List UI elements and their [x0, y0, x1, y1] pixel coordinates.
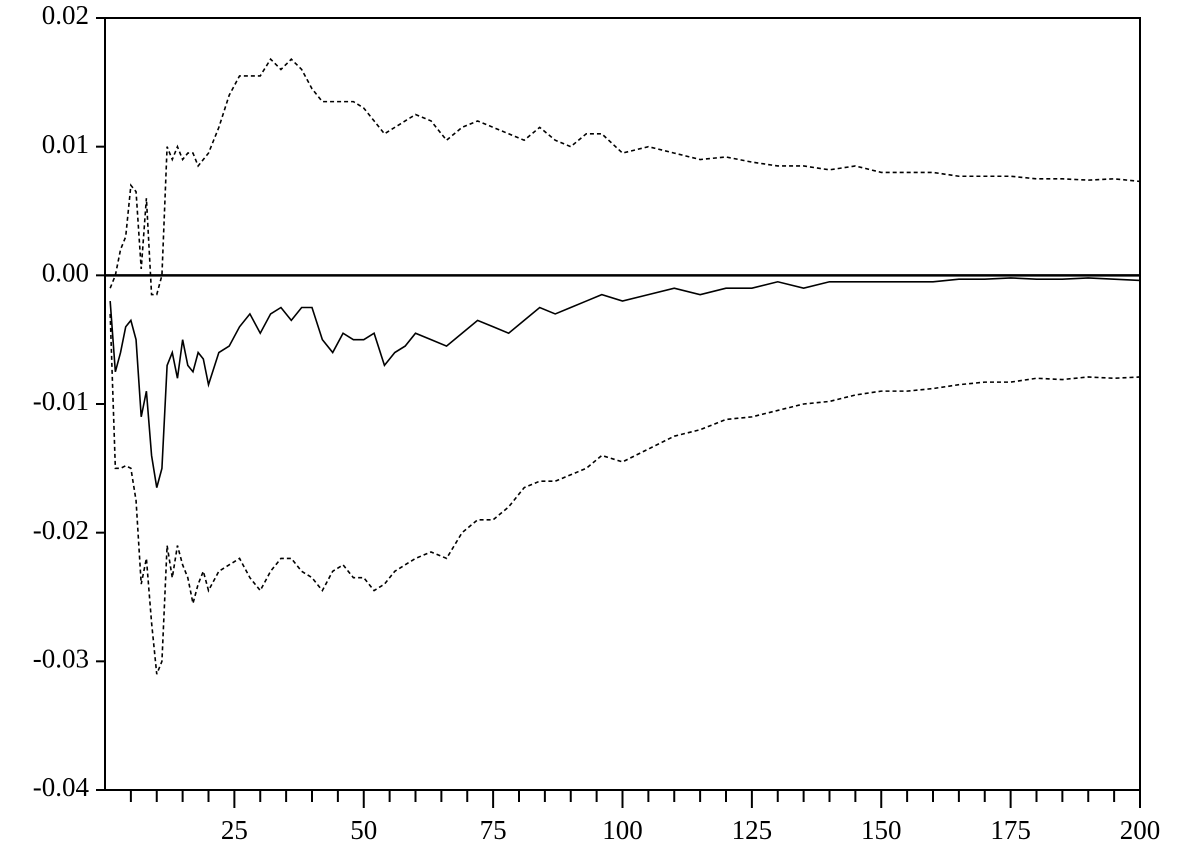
y-tick-label: -0.04 [33, 772, 90, 802]
band-line [109, 57, 1141, 296]
x-tick-label: 150 [861, 815, 902, 845]
y-tick-label: 0.00 [42, 258, 89, 288]
y-tick-label: -0.02 [33, 515, 89, 545]
estimate-line [109, 277, 1141, 488]
x-tick-label: 50 [350, 815, 377, 845]
x-tick-label: 175 [990, 815, 1031, 845]
x-tick-label: 100 [602, 815, 643, 845]
band-line [109, 313, 1141, 675]
x-tick-label: 200 [1120, 815, 1161, 845]
plot-frame [104, 17, 1141, 791]
y-tick-label: -0.01 [33, 386, 89, 416]
x-tick-label: 125 [732, 815, 773, 845]
y-tick-label: -0.03 [33, 644, 89, 674]
y-tick-label: 0.02 [42, 0, 89, 30]
x-tick-label: 25 [221, 815, 248, 845]
y-tick-label: 0.01 [42, 129, 89, 159]
x-tick-label: 75 [480, 815, 507, 845]
